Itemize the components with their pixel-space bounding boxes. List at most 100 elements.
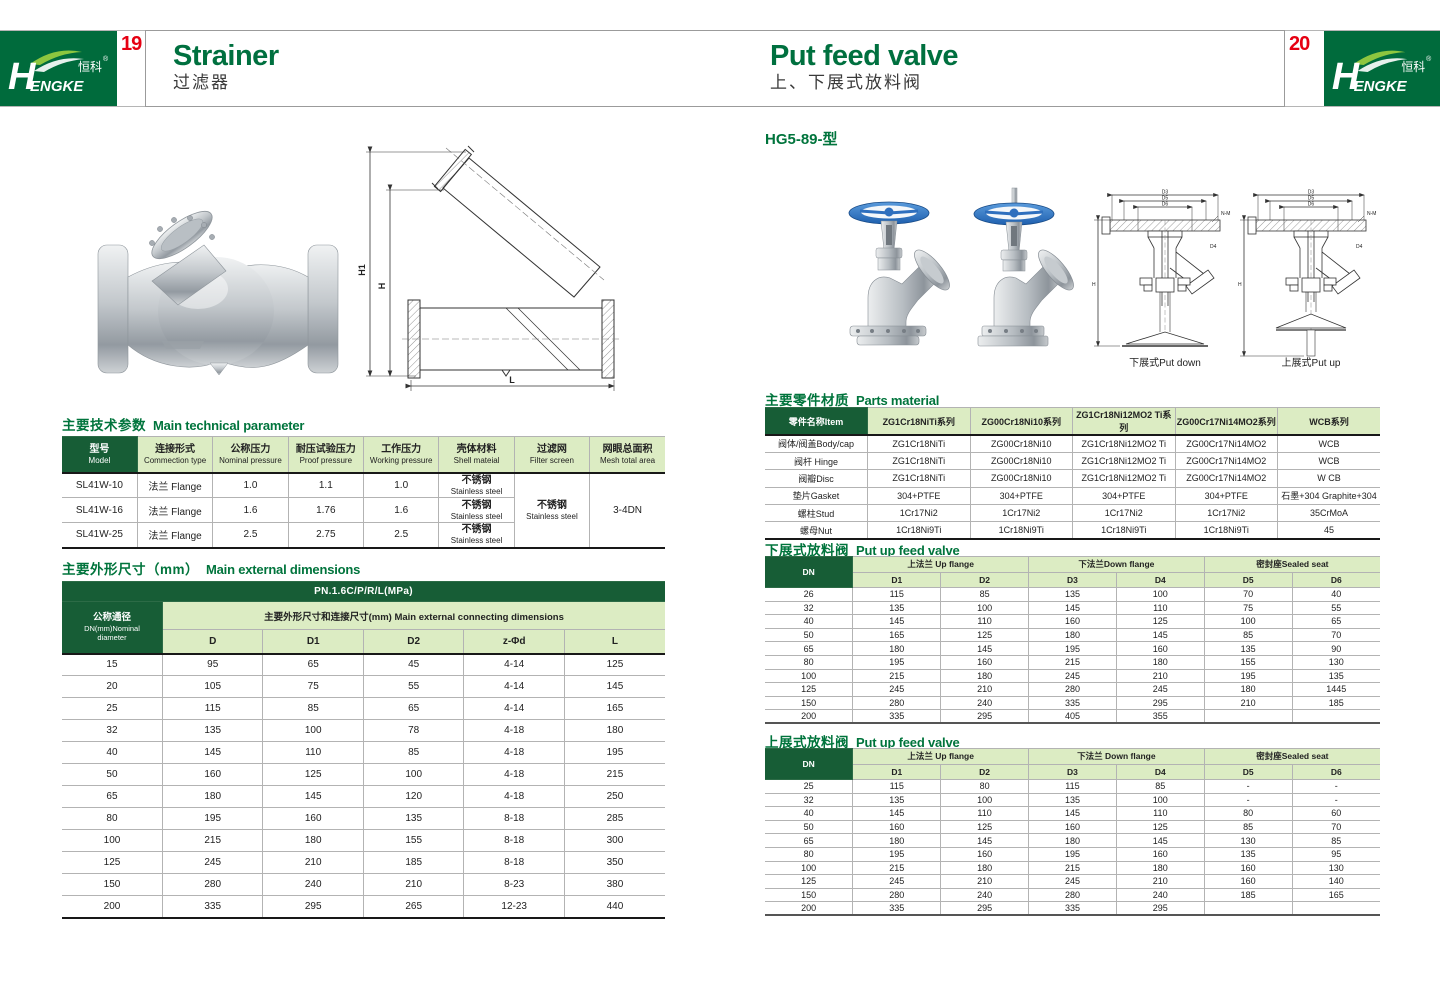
cell: 125 <box>563 653 666 676</box>
tech-params-title-en: Main technical parameter <box>153 418 305 433</box>
cell: 40 <box>1291 587 1381 602</box>
cell: - <box>1203 792 1293 808</box>
cell: 1.6 <box>212 497 289 523</box>
cell: ZG00Cr17Ni14MO2 <box>1174 469 1278 488</box>
table-row: 螺母Nut 1Cr18Ni9Ti 1Cr18Ni9Ti 1Cr18Ni9Ti 1Cr18… <box>764 521 1381 540</box>
cell: 螺柱Stud <box>764 504 868 523</box>
tech-header-row: 型号 Model 连接形式 Commection type 公称压力 Nominal pr… <box>61 436 666 473</box>
cell: 280 <box>1028 682 1117 697</box>
cell: 125 <box>764 874 854 889</box>
cell: 85 <box>362 741 465 764</box>
column-header: D1 <box>262 629 364 654</box>
cell: 405 <box>1028 709 1117 724</box>
cell: 55 <box>362 675 465 698</box>
dim-label-nm: N-M <box>1221 211 1230 217</box>
header-en: Proof pressure <box>299 455 353 465</box>
cell: 100 <box>940 600 1030 616</box>
pn-banner-row: PN.1.6C/P/R/L(MPa) <box>61 581 666 602</box>
cell: 145 <box>1115 627 1205 643</box>
cell: ZG1Cr18Ni12MO2 Ti <box>1072 451 1176 471</box>
table-row: 50 165 125 180 145 85 70 <box>764 627 1381 643</box>
cell: 145 <box>852 806 942 821</box>
leaf-swoosh-icon <box>30 50 82 65</box>
cell: 110 <box>1115 600 1205 616</box>
hengke-logo-icon: H ENGKE 恒科 ® <box>1324 31 1440 106</box>
cell: 185 <box>1203 887 1293 903</box>
table-row: SL41W-10 法兰 Flange 1.0 1.1 1.0 不锈钢 Stainless s… <box>61 472 666 548</box>
cell: 145 <box>852 614 942 629</box>
cell: 215 <box>1028 654 1117 670</box>
right-title-cn: 上、下展式放料阀 <box>770 73 922 92</box>
cell: 1Cr18Ni9Ti <box>1174 521 1278 540</box>
tech-params-title: 主要技术参数 Main technical parameter <box>62 414 304 434</box>
cell: 4-18 <box>463 741 565 764</box>
cell: 40 <box>764 806 854 821</box>
shell-material-cell: 不锈钢 Stainless steel <box>438 497 515 523</box>
cell: 1.6 <box>362 497 440 523</box>
parts-material-title-cn: 主要零件材质 <box>765 393 849 408</box>
down-feed-title-cn: 下展式放料阀 <box>765 543 849 558</box>
cell: 160 <box>1028 819 1117 835</box>
cell: 78 <box>362 719 465 742</box>
cell: 80 <box>61 807 163 830</box>
cell: 245 <box>1115 682 1205 697</box>
cell <box>1203 901 1293 916</box>
cell: 125 <box>1115 819 1205 835</box>
cell: 180 <box>852 641 942 656</box>
cell: - <box>1291 779 1381 794</box>
cell: 20 <box>61 675 163 698</box>
header-en: Commection type <box>143 455 207 465</box>
parts-material-table-wrap: 零件名称Item ZG1Cr18NiTi系列 ZG00Cr18Ni10系列 ZG1Cr… <box>764 407 1381 541</box>
cell: 145 <box>1115 833 1205 848</box>
cell: 100 <box>940 792 1030 808</box>
cell: 180 <box>1028 627 1117 643</box>
cell: 210 <box>362 873 465 896</box>
cell: 95 <box>1291 846 1381 862</box>
cell: 180 <box>262 829 364 852</box>
dim-label-l: L <box>509 375 515 385</box>
cell: 100 <box>1115 587 1205 602</box>
cell: 240 <box>940 695 1030 711</box>
cell: 160 <box>1115 846 1205 862</box>
cell: 215 <box>161 829 264 852</box>
dim-label-h: H <box>1238 282 1242 288</box>
valve-photo-right <box>973 187 1074 347</box>
column-header: 壳体材料 Shell mateial <box>438 436 515 473</box>
cell: 125 <box>262 763 364 786</box>
header-cn: 耐压试验压力 <box>295 443 356 455</box>
cell: 280 <box>852 695 942 711</box>
header-cn: 连接形式 <box>155 443 196 455</box>
cell: 200 <box>764 901 854 916</box>
table-row: 125 245 210 245 210 160 140 <box>764 874 1381 889</box>
left-title-cn: 过滤器 <box>173 73 230 92</box>
cell: 135 <box>1028 587 1117 602</box>
cell: 245 <box>852 874 942 889</box>
cell: SL41W-25 <box>61 522 138 548</box>
table-row: 100 215 180 215 180 160 130 <box>764 860 1381 876</box>
cell: 180 <box>1028 833 1117 848</box>
up-group-row: DN 上法兰 Up flange 下法兰 Down flange 密封座Sealed… <box>764 748 1381 780</box>
cell: 160 <box>1203 860 1293 876</box>
cell: 215 <box>852 860 942 876</box>
dn-column-header: DN <box>764 556 854 588</box>
table-row: SL41W-16 法兰 Flange 1.6 1.76 1.6 不锈钢 Stainless … <box>61 497 665 523</box>
column-header: D4 <box>1115 571 1205 588</box>
column-header: D2 <box>940 763 1030 780</box>
parts-material-title-en: Parts material <box>856 393 940 408</box>
table-row: 150 280 240 210 8-23 380 <box>61 873 666 896</box>
cell: 25 <box>61 697 163 720</box>
cell: 85 <box>1203 819 1293 835</box>
header-cn: 公称压力 <box>230 443 271 455</box>
cell: 95 <box>161 653 264 676</box>
filter-en: Stainless steel <box>526 511 578 521</box>
cell: 4-18 <box>463 719 565 742</box>
cell: 80 <box>764 846 854 862</box>
up-column-row: D1 D2 D3 D4 D5 D6 <box>765 763 1381 780</box>
flange-bolts <box>856 329 920 333</box>
cell: 阀杆 Hinge <box>764 451 868 471</box>
cell: 180 <box>161 785 264 808</box>
cell: 160 <box>1028 614 1117 629</box>
cell: 180 <box>1203 682 1293 697</box>
cell: 2.75 <box>287 522 365 548</box>
dim-label-d6: D6 <box>1308 202 1315 208</box>
